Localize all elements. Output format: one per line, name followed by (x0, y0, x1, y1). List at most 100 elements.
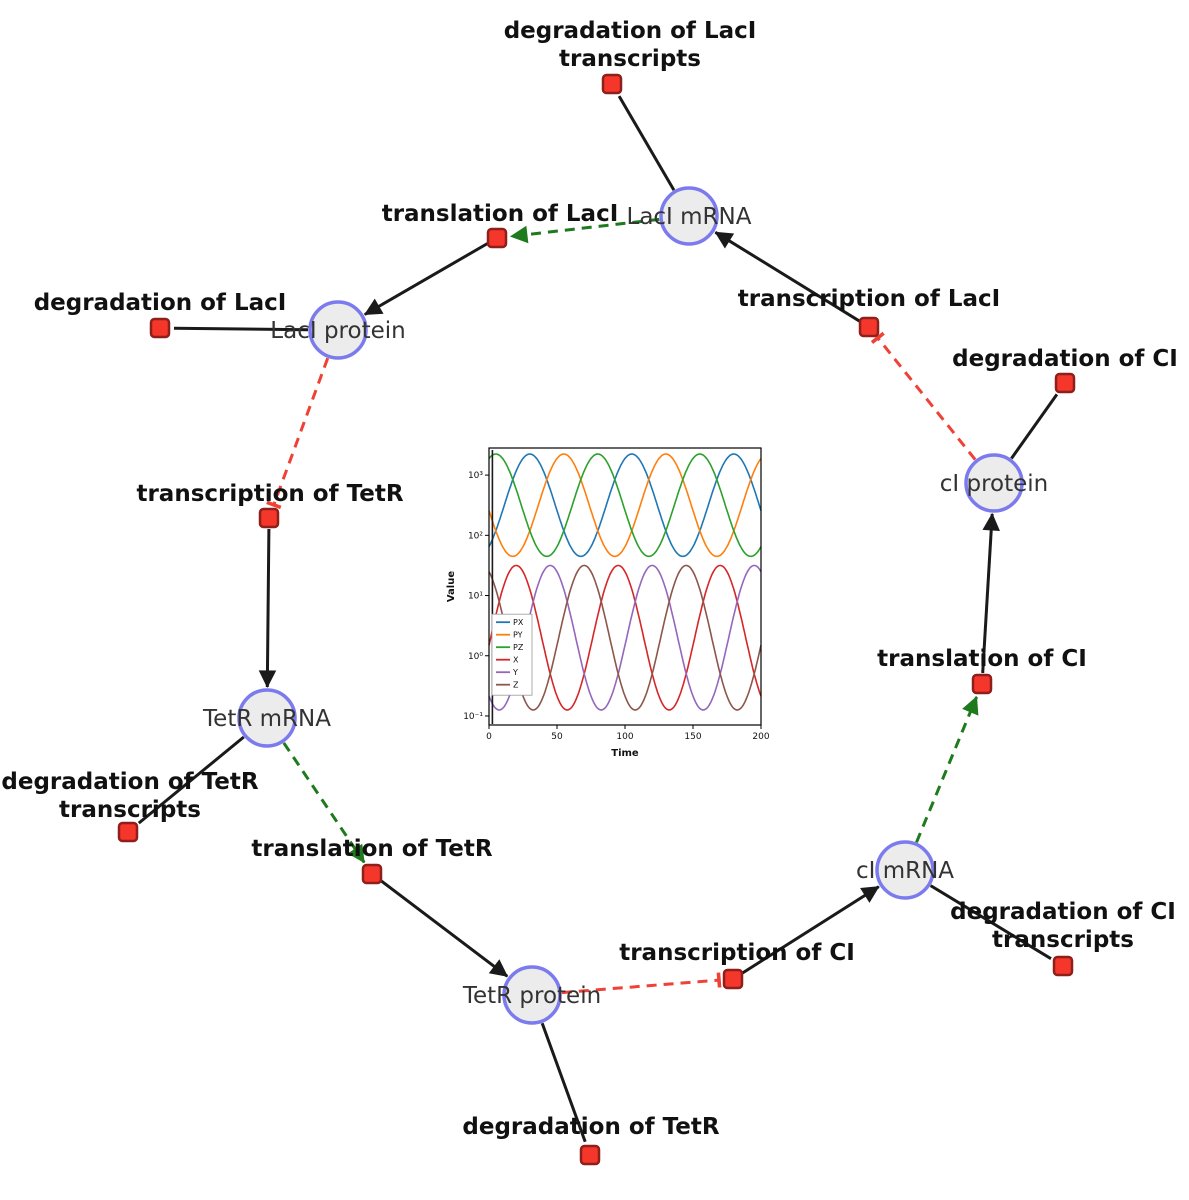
edge-production-translation_tetr-to-tetr_protein (379, 879, 509, 978)
edge-inhibition-laci_protein-to-transcription_tetr (266, 357, 330, 510)
series-line-Y (488, 564, 762, 711)
species-circle-ci_protein (964, 453, 1024, 513)
reaction-node-transcription_laci (858, 316, 880, 338)
edge-modifier-ci_mrna-to-translation_ci (915, 695, 979, 843)
x-axis-title: Time (611, 748, 639, 759)
reaction-square-translation_tetr (361, 863, 383, 885)
x-tick-label: 200 (752, 732, 769, 742)
series-line-Z (488, 564, 762, 711)
legend-label-X: X (513, 656, 519, 665)
inset-timeseries-chart: 10⁻¹ 10⁰ 10¹ 10² 10³ 0 50 100 150 200 Time Value PX P… (441, 438, 771, 769)
edge-consumption-laci_protein-to-deg_laci (173, 326, 309, 332)
reaction-node-deg_tetr (579, 1144, 601, 1166)
legend-label-PZ: PZ (513, 643, 524, 652)
reaction-node-translation_ci (971, 673, 993, 695)
edge-production-transcription_tetr-to-tetr_mrna (258, 528, 277, 688)
y-tick-label: 10¹ (468, 592, 483, 602)
edge-inhibition-ci_protein-to-transcription_laci (870, 331, 977, 461)
edge-production-translation_laci-to-laci_protein (363, 242, 489, 316)
reaction-label-transcription_laci: transcription of LacI (738, 286, 1001, 312)
reaction-node-deg_ci_tx (1052, 955, 1074, 977)
reaction-square-deg_ci (1054, 372, 1076, 394)
reaction-node-deg_laci_tx (601, 73, 623, 95)
edge-consumption-tetr_mrna-to-deg_tetr_tx (137, 735, 245, 825)
reaction-node-deg_laci (149, 317, 171, 339)
species-circle-laci_mrna (659, 186, 719, 246)
legend-box (491, 613, 533, 696)
reaction-node-transcription_ci (722, 968, 744, 990)
edge-production-transcription_laci-to-laci_mrna (714, 231, 861, 323)
y-tick-label: 10⁰ (468, 652, 483, 662)
reaction-square-transcription_laci (858, 316, 880, 338)
x-tick-label: 150 (684, 732, 701, 742)
x-tick-label: 100 (616, 732, 633, 742)
reaction-node-translation_laci (486, 227, 508, 249)
reaction-label-deg_tetr: degradation of TetR (462, 1114, 719, 1140)
reaction-square-translation_ci (971, 673, 993, 695)
species-label-laci_protein: LacI protein (270, 318, 405, 344)
series-line-PY (488, 453, 762, 558)
species-node-laci_mrna (659, 186, 719, 246)
series-line-PZ (488, 453, 762, 558)
species-node-tetr_mrna (237, 688, 297, 748)
species-circle-ci_mrna (875, 840, 935, 900)
reaction-label-transcription_ci: transcription of CI (619, 940, 855, 966)
reaction-label-deg_ci_tx: degradation of CI transcripts (950, 899, 1176, 953)
legend-label-PX: PX (513, 618, 524, 627)
edge-production-transcription_ci-to-ci_mrna (741, 885, 880, 975)
reaction-node-transcription_tetr (258, 507, 280, 529)
reaction-square-transcription_tetr (258, 507, 280, 529)
species-node-tetr_protein (502, 965, 562, 1025)
reaction-square-transcription_ci (722, 968, 744, 990)
reaction-square-deg_laci_tx (601, 73, 623, 95)
y-tick-label: 10⁻¹ (463, 712, 483, 722)
reaction-label-translation_tetr: translation of TetR (251, 836, 492, 862)
species-circle-tetr_protein (502, 965, 562, 1025)
legend-label-Z: Z (513, 681, 519, 690)
reaction-label-deg_tetr_tx: degradation of TetR transcripts (1, 769, 258, 823)
reaction-label-transcription_tetr: transcription of TetR (136, 481, 403, 507)
reaction-square-translation_laci (486, 227, 508, 249)
y-tick-label: 10² (468, 531, 483, 541)
nodes-layer (117, 73, 1076, 1166)
species-node-ci_protein (964, 453, 1024, 513)
edges-layer (137, 95, 1059, 1143)
reaction-label-translation_ci: translation of CI (877, 646, 1087, 672)
reaction-label-deg_laci: degradation of LacI (34, 290, 287, 316)
reaction-label-translation_laci: translation of LacI (382, 201, 619, 227)
reaction-square-deg_tetr (579, 1144, 601, 1166)
edge-consumption-laci_mrna-to-deg_laci_tx (617, 95, 676, 191)
species-label-tetr_protein: TetR protein (462, 983, 601, 1009)
species-label-ci_protein: cI protein (940, 471, 1049, 497)
species-node-laci_protein (308, 300, 368, 360)
reaction-node-deg_ci (1054, 372, 1076, 394)
legend-label-PY: PY (513, 631, 523, 640)
species-circle-tetr_mrna (237, 688, 297, 748)
species-label-ci_mrna: cI mRNA (856, 858, 954, 884)
reaction-node-translation_tetr (361, 863, 383, 885)
reaction-label-deg_ci: degradation of CI (952, 346, 1178, 372)
edge-consumption-ci_mrna-to-deg_ci_tx (929, 884, 1052, 960)
reaction-square-deg_tetr_tx (117, 821, 139, 843)
reaction-node-deg_tetr_tx (117, 821, 139, 843)
reaction-square-deg_laci (149, 317, 171, 339)
labels-layer: LacI mRNA LacI protein TetR mRNA TetR prote… (1, 18, 1177, 1140)
edge-consumption-ci_protein-to-deg_ci (1010, 393, 1059, 460)
reaction-label-deg_laci_tx: degradation of LacI transcripts (504, 18, 757, 72)
edge-consumption-tetr_protein-to-deg_tetr (540, 1022, 587, 1143)
series-line-X (488, 564, 762, 711)
chart-background (441, 438, 771, 769)
x-tick-label: 50 (551, 732, 563, 742)
timeseries-plot: 10⁻¹ 10⁰ 10¹ 10² 10³ 0 50 100 150 200 Time Value PX P… (441, 438, 771, 769)
y-axis-title: Value (446, 571, 457, 602)
edge-inhibition-tetr_protein-to-transcription_ci (561, 972, 722, 995)
x-tick-label: 0 (486, 732, 492, 742)
legend-label-Y: Y (512, 668, 518, 677)
edge-modifier-laci_mrna-to-translation_laci (509, 217, 660, 244)
species-label-laci_mrna: LacI mRNA (627, 204, 752, 230)
species-circle-laci_protein (308, 300, 368, 360)
edge-production-translation_ci-to-ci_protein (981, 512, 1000, 674)
species-label-tetr_mrna: TetR mRNA (202, 706, 331, 732)
